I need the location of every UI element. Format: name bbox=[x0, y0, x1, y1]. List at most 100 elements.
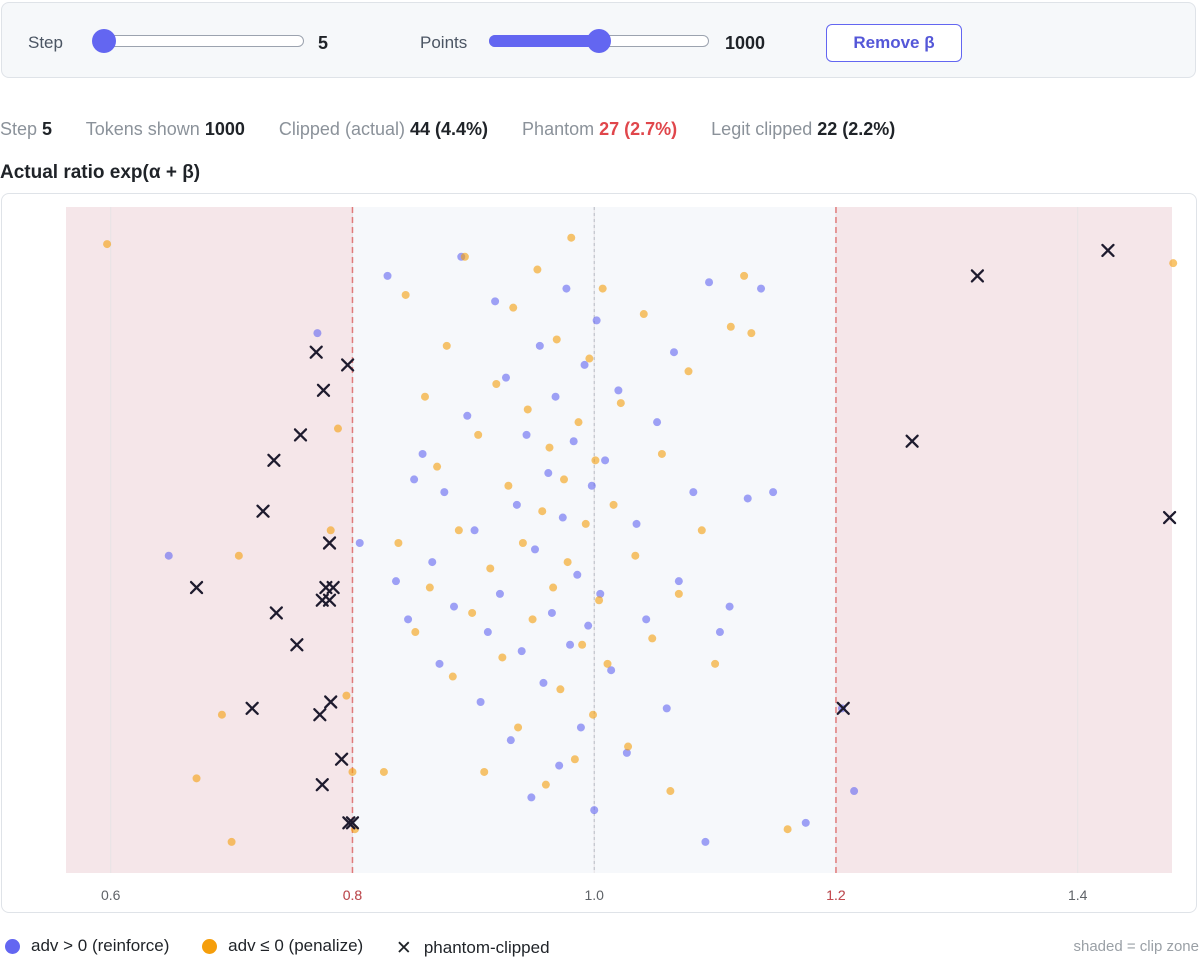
reinforce-point bbox=[576, 723, 585, 732]
stat-legit-key: Legit clipped bbox=[711, 119, 813, 139]
penalize-point bbox=[556, 685, 565, 694]
step-value: 5 bbox=[318, 33, 329, 53]
phantom-point bbox=[324, 695, 338, 709]
penalize-point bbox=[1169, 259, 1178, 268]
penalize-point bbox=[518, 539, 527, 547]
clip-low-label: 0.8 bbox=[343, 887, 363, 903]
points-slider-thumb[interactable] bbox=[587, 29, 611, 53]
penalize-point bbox=[740, 271, 749, 280]
phantom-point bbox=[1162, 510, 1177, 525]
reinforce-point bbox=[535, 341, 544, 350]
penalize-point bbox=[411, 628, 420, 637]
stat-step-key: Step bbox=[0, 119, 38, 139]
step-slider[interactable] bbox=[91, 29, 304, 53]
reinforce-point bbox=[517, 647, 526, 656]
reinforce-point bbox=[495, 589, 504, 598]
points-value: 1000 bbox=[725, 33, 766, 53]
penalize-point bbox=[474, 430, 483, 439]
penalize-point bbox=[541, 780, 550, 789]
penalize-point bbox=[616, 399, 625, 408]
clip-zone-note: shaded = clip zone bbox=[1073, 938, 1199, 955]
scatter-chart: 0.6 0.8 1.0 1.2 1.40.8 1.2 bbox=[66, 207, 1178, 903]
penalize-point bbox=[545, 443, 554, 452]
penalize-point bbox=[480, 767, 489, 776]
legend-item-phantom: ✕ phantom-clipped bbox=[396, 937, 550, 960]
reinforce-point bbox=[725, 602, 734, 611]
penalize-point bbox=[549, 583, 558, 592]
legend-item-penalize: adv ≤ 0 (penalize) bbox=[202, 936, 363, 956]
penalize-point bbox=[783, 825, 792, 834]
step-slider-thumb[interactable] bbox=[91, 29, 116, 53]
penalize-point bbox=[578, 640, 587, 649]
reinforce-point bbox=[391, 577, 400, 586]
phantom-point bbox=[245, 701, 259, 716]
penalize-point bbox=[747, 329, 756, 338]
reinforce-point bbox=[435, 659, 444, 668]
reinforce-point bbox=[558, 513, 567, 522]
penalize-point bbox=[657, 449, 666, 458]
penalize-point bbox=[448, 672, 457, 681]
penalize-point bbox=[227, 837, 236, 846]
penalize-point bbox=[217, 710, 226, 719]
penalize-point bbox=[624, 742, 633, 751]
reinforce-point bbox=[801, 818, 810, 827]
reinforce-point bbox=[569, 437, 578, 446]
reinforce-point bbox=[590, 806, 599, 815]
stat-phantom-key: Phantom bbox=[522, 119, 595, 139]
penalize-point bbox=[509, 303, 518, 312]
penalize-point bbox=[234, 551, 243, 560]
phantom-point bbox=[313, 708, 327, 722]
x-tick-label: 1.0 bbox=[584, 887, 604, 903]
reinforce-point bbox=[476, 698, 485, 706]
phantom-point bbox=[342, 816, 356, 830]
reinforce-point bbox=[410, 475, 419, 484]
penalize-point bbox=[454, 526, 463, 535]
reinforce-point bbox=[551, 392, 560, 401]
penalize-point bbox=[342, 691, 351, 700]
phantom-point bbox=[322, 536, 337, 550]
reinforce-point bbox=[483, 628, 492, 637]
stat-tokens-key: Tokens shown bbox=[85, 119, 200, 139]
reinforce-point bbox=[404, 615, 413, 624]
penalize-point bbox=[585, 354, 594, 363]
reinforce-point bbox=[164, 551, 173, 560]
x-tick-label: 1.2 bbox=[826, 887, 846, 903]
points-slider[interactable] bbox=[489, 29, 709, 53]
penalize-point bbox=[192, 774, 201, 783]
legend: adv > 0 (reinforce) adv ≤ 0 (penalize) ✕… bbox=[5, 936, 578, 960]
reinforce-point bbox=[506, 736, 515, 745]
reinforce-point bbox=[689, 488, 698, 497]
penalize-point bbox=[666, 787, 675, 796]
reinforce-point bbox=[512, 500, 521, 509]
reinforce-point bbox=[662, 704, 671, 713]
stat-step-value: 5 bbox=[42, 119, 53, 139]
penalize-point bbox=[514, 723, 523, 732]
points-label: Points bbox=[420, 33, 468, 52]
reinforce-point bbox=[653, 418, 662, 427]
penalize-point bbox=[589, 710, 598, 719]
reinforce-point bbox=[383, 271, 392, 280]
reinforce-point bbox=[614, 386, 623, 395]
penalize-point bbox=[326, 526, 335, 535]
penalize-point bbox=[433, 462, 442, 471]
stat-tokens-value: 1000 bbox=[204, 119, 245, 139]
legend-penalize-label: adv ≤ 0 (penalize) bbox=[228, 936, 364, 955]
reinforce-point bbox=[701, 837, 710, 846]
penalize-point bbox=[552, 335, 561, 344]
phantom-x-icon: ✕ bbox=[395, 937, 412, 959]
reinforce-point bbox=[622, 748, 631, 757]
phantom-point bbox=[345, 816, 360, 830]
penalize-point bbox=[498, 653, 507, 662]
penalize-point bbox=[492, 380, 501, 388]
reinforce-point bbox=[501, 373, 510, 382]
stat-legit-value: 22 (2.2%) bbox=[817, 119, 896, 139]
phantom-point bbox=[1101, 243, 1115, 258]
penalize-point bbox=[401, 290, 410, 299]
phantom-point bbox=[316, 383, 331, 398]
penalize-point bbox=[603, 659, 612, 668]
remove-beta-button[interactable]: Remove β bbox=[826, 24, 962, 62]
x-tick-label: 1.4 bbox=[1068, 887, 1088, 903]
stat-clipped-key: Clipped (actual) bbox=[278, 119, 405, 139]
phantom-point bbox=[905, 434, 919, 448]
penalize-point bbox=[348, 767, 357, 776]
